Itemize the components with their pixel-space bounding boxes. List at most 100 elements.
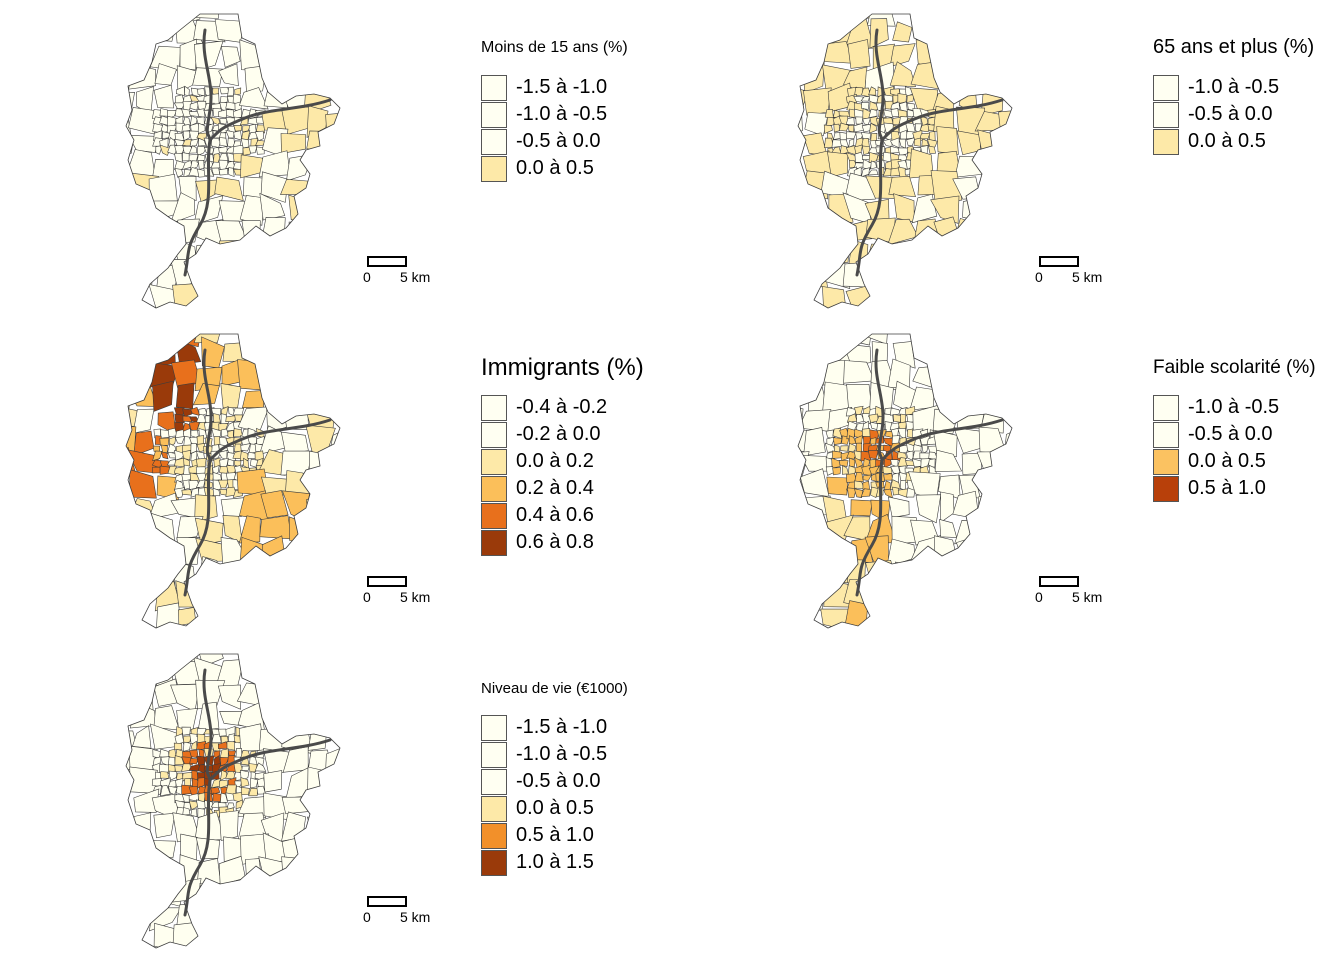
- commune-polygon: [238, 515, 261, 544]
- commune-polygon: [906, 137, 916, 146]
- commune-polygon: [860, 96, 870, 102]
- commune-polygon: [846, 131, 857, 140]
- legend-title: 65 ans et plus (%): [1153, 36, 1315, 58]
- commune-polygon: [928, 145, 936, 154]
- choropleth-map: [125, 653, 341, 949]
- scale-bar: 0 5 km: [362, 256, 442, 286]
- metro-boundary: [797, 13, 1013, 309]
- legend-label: -0.5 à 0.0: [516, 130, 601, 152]
- choropleth-map: [125, 333, 341, 629]
- commune-polygon: [921, 138, 930, 147]
- commune-polygon: [173, 407, 185, 416]
- legend-item: 0.6 à 0.8: [481, 530, 701, 557]
- commune-polygon: [222, 342, 246, 362]
- scale-bar-rect: [367, 256, 407, 267]
- commune-polygon: [183, 741, 192, 752]
- commune-polygon: [254, 762, 267, 772]
- legend-swatch: [481, 129, 507, 155]
- commune-polygon: [845, 285, 874, 308]
- commune-polygon: [897, 457, 909, 467]
- legend-label: -0.2 à 0.0: [516, 423, 601, 445]
- commune-polygon: [152, 466, 161, 474]
- commune-polygon: [129, 469, 157, 499]
- commune-polygon: [892, 21, 913, 43]
- commune-polygon: [848, 138, 855, 148]
- commune-polygon: [127, 134, 159, 153]
- commune-polygon: [199, 883, 224, 904]
- commune-polygon: [228, 167, 235, 178]
- legend-item: 0.4 à 0.6: [481, 503, 701, 530]
- legend-swatch: [481, 476, 507, 502]
- commune-polygon: [842, 334, 874, 346]
- panel-moins-15: Moins de 15 ans (%) -1.5 à -1.0 -1.0 à -…: [0, 0, 672, 320]
- legend-item: -0.5 à 0.0: [1153, 422, 1344, 449]
- commune-polygon: [159, 144, 171, 156]
- commune-polygon: [889, 61, 916, 88]
- commune-polygon: [167, 115, 177, 127]
- commune-polygon: [152, 450, 163, 462]
- commune-polygon: [847, 39, 871, 69]
- commune-polygon: [848, 457, 856, 467]
- legend-swatch: [481, 422, 507, 448]
- commune-polygon: [173, 742, 183, 751]
- legend-swatch: [481, 715, 507, 741]
- commune-polygon: [869, 437, 877, 445]
- commune-polygon: [802, 60, 825, 94]
- commune-polygon: [217, 479, 230, 489]
- legend-swatch: [481, 395, 507, 421]
- commune-polygon: [868, 152, 879, 164]
- commune-polygon: [210, 787, 221, 795]
- commune-polygon: [218, 63, 239, 87]
- commune-polygon: [885, 431, 893, 438]
- commune-polygon: [240, 442, 251, 452]
- commune-polygon: [281, 796, 311, 815]
- commune-polygon: [193, 40, 224, 72]
- commune-polygon: [126, 768, 133, 792]
- legend-swatch: [481, 102, 507, 128]
- commune-polygon: [847, 124, 855, 133]
- commune-polygon: [897, 109, 908, 118]
- commune-polygon: [306, 105, 329, 139]
- legend-label: -1.5 à -1.0: [516, 716, 608, 738]
- commune-polygon: [168, 770, 178, 781]
- commune-polygon: [194, 654, 224, 668]
- commune-polygon: [869, 18, 889, 49]
- commune-polygon: [976, 451, 1006, 474]
- commune-polygon: [173, 102, 186, 110]
- scale-km-label: 5 km: [400, 909, 431, 925]
- commune-polygon: [919, 123, 931, 133]
- legend-swatch: [481, 796, 507, 822]
- commune-polygon: [240, 777, 250, 788]
- commune-polygon: [860, 132, 871, 141]
- legend-swatch: [1153, 75, 1179, 101]
- commune-polygon: [833, 123, 841, 133]
- commune-polygon: [220, 769, 228, 781]
- river-line: [183, 778, 212, 917]
- commune-polygon: [197, 556, 220, 587]
- legend-label: -1.0 à -0.5: [516, 103, 608, 125]
- metro-boundary: [125, 333, 341, 629]
- commune-polygon: [197, 137, 207, 147]
- commune-polygon: [930, 195, 960, 224]
- commune-polygon: [224, 562, 245, 587]
- commune-polygon: [217, 684, 241, 710]
- legend-label: -1.0 à -0.5: [516, 743, 608, 765]
- commune-polygon: [249, 777, 259, 789]
- commune-polygon: [225, 101, 237, 111]
- commune-polygon: [152, 380, 174, 412]
- scale-bar-rect: [367, 576, 407, 587]
- commune-polygon: [177, 607, 197, 626]
- commune-polygon: [219, 756, 230, 767]
- commune-polygon: [906, 487, 916, 498]
- commune-polygon: [862, 480, 870, 491]
- commune-polygon: [854, 405, 864, 417]
- commune-polygon: [126, 108, 132, 138]
- commune-polygon: [883, 480, 892, 491]
- river-line: [202, 348, 213, 462]
- commune-polygon: [132, 408, 155, 434]
- commune-polygon: [882, 466, 893, 474]
- commune-polygon: [183, 735, 192, 745]
- commune-polygon: [126, 812, 152, 842]
- commune-polygon: [845, 117, 855, 126]
- commune-polygon: [915, 494, 942, 524]
